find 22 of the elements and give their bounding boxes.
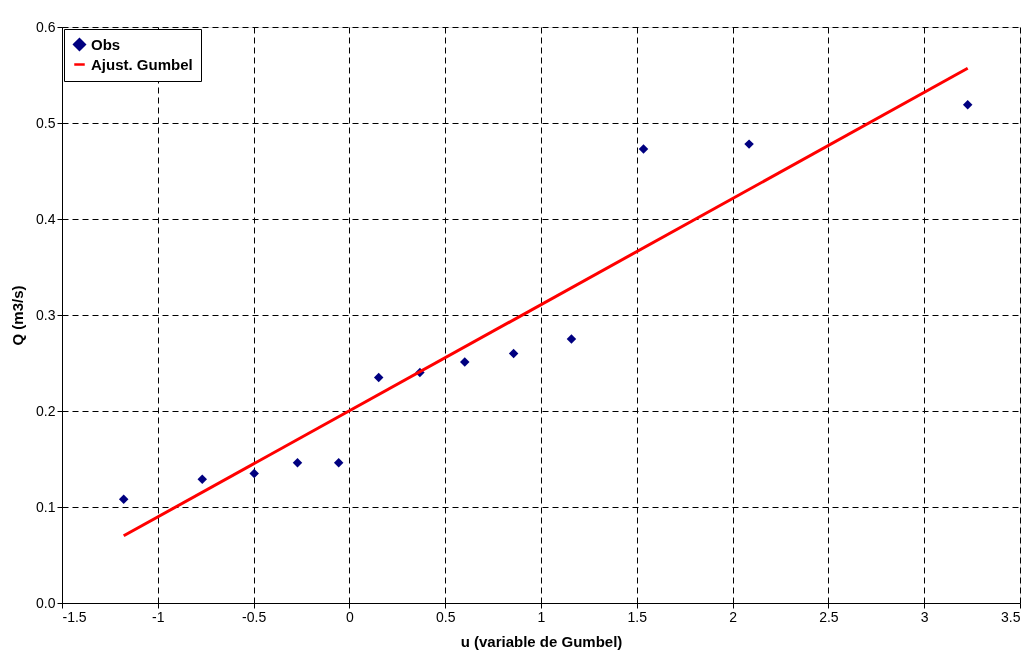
legend-label: Ajust. Gumbel (91, 55, 193, 73)
x-tick-label: -0.5 (242, 608, 267, 625)
x-tick-label: 3 (920, 608, 929, 625)
y-tick-label: 0.4 (36, 210, 56, 227)
x-tick-label: 3.5 (1001, 608, 1021, 625)
x-tick-label: 1 (537, 608, 546, 625)
y-tick-label: 0.6 (36, 18, 56, 35)
x-tick-label: 0.5 (435, 608, 456, 625)
y-tick-label: 0.3 (36, 306, 56, 323)
x-tick-label: -1 (152, 608, 165, 625)
y-tick-label: 0.0 (36, 594, 56, 611)
x-tick-label: 2 (729, 608, 738, 625)
x-tick-label: -1.5 (62, 608, 87, 625)
legend-label: Obs (91, 35, 121, 53)
y-axis-title: Q (m3/s) (9, 285, 27, 346)
x-tick-label: 1.5 (627, 608, 648, 625)
y-tick-label: 0.1 (36, 498, 56, 515)
y-tick-label: 0.2 (36, 402, 56, 419)
x-tick-label: 2.5 (819, 608, 839, 625)
y-tick-label: 0.5 (36, 114, 56, 131)
x-axis-title: u (variable de Gumbel) (460, 632, 623, 650)
x-tick-label: 0 (346, 608, 354, 625)
